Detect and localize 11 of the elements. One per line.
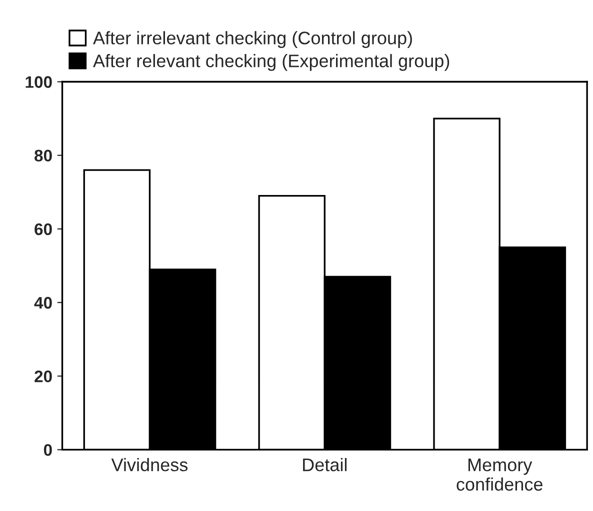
legend-label: After irrelevant checking (Control group) — [92, 31, 412, 48]
legend-label: After relevant checking (Experimental group) — [92, 54, 450, 71]
y-tick-label: 60 — [34, 223, 52, 236]
x-tick-label: Vividness — [111, 458, 188, 472]
y-tick-label: 40 — [34, 296, 52, 309]
y-tick-label: 80 — [34, 150, 52, 162]
y-tick-label: 100 — [26, 76, 52, 88]
y-tick-label: 0 — [44, 444, 52, 456]
x-tick-label: Memory confidence — [456, 458, 542, 491]
x-tick-label: Detail — [303, 458, 347, 472]
y-tick-label: 20 — [34, 370, 52, 382]
